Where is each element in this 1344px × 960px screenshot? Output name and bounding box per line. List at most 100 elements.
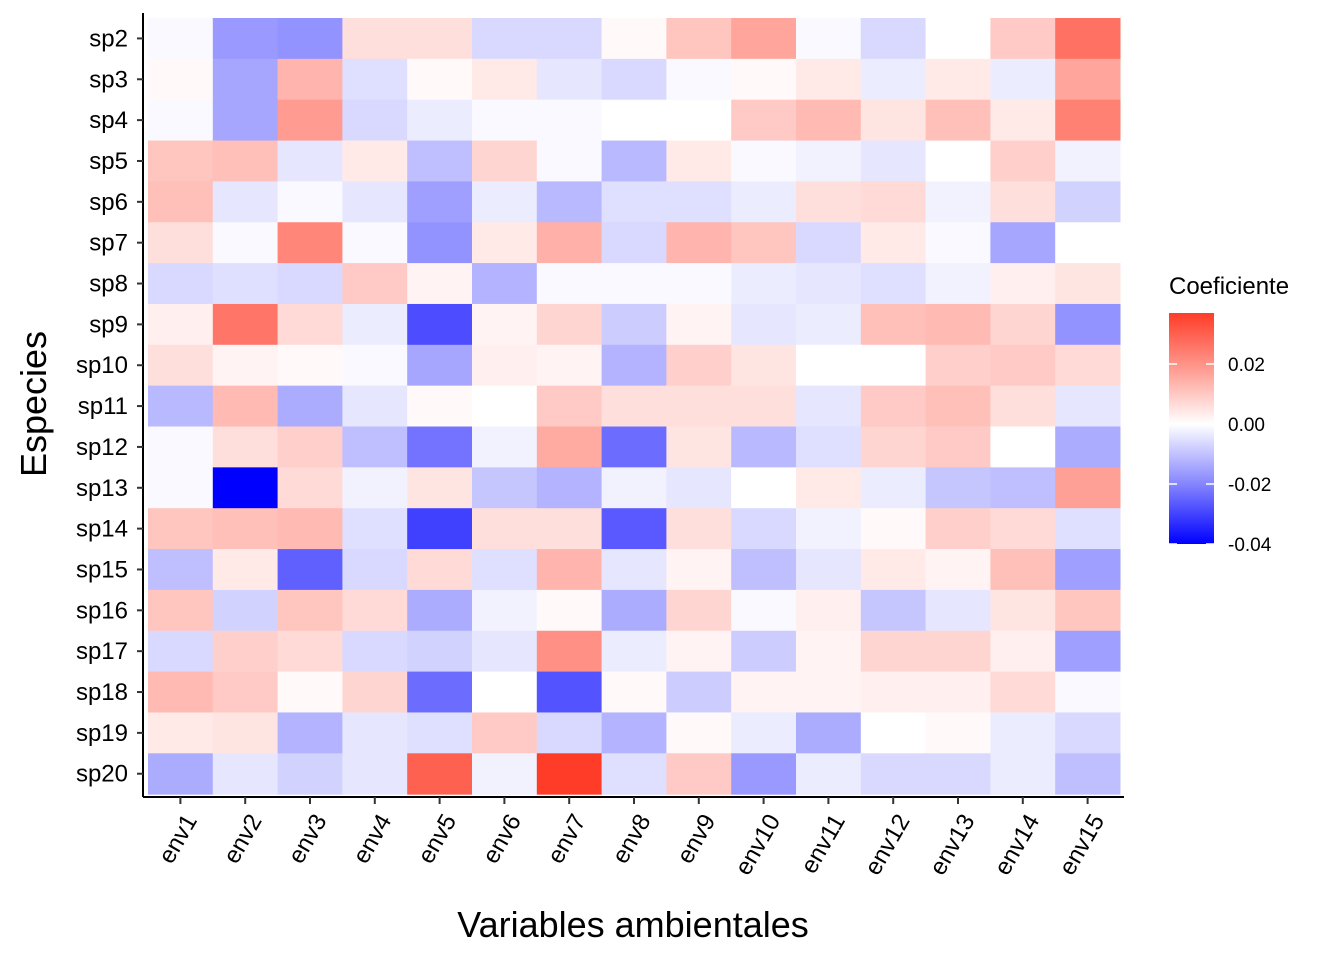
y-tick-label: sp3 [89,66,128,93]
x-tick-label: env4 [348,810,397,869]
heatmap-cell-sp12-env5 [407,426,473,468]
heatmap-cell-sp5-env10 [731,140,797,182]
heatmap-cell-sp5-env9 [666,140,732,182]
y-axis-ticks: sp2 sp3 sp4 sp5 sp6 sp7 sp8 sp9 sp10 sp11 sp12 sp13… [76,25,143,788]
heatmap-cell-sp12-env13 [925,426,991,468]
y-tick-label: sp11 [78,393,128,420]
x-tick-label: env2 [218,810,267,869]
heatmap-cell-sp20-env3 [277,753,343,795]
heatmap-cell-sp9-env15 [1055,303,1121,346]
y-tick-label: sp12 [76,434,128,461]
x-tick-label: env14 [989,810,1045,880]
heatmap-cell-sp4-env10 [731,99,797,142]
heatmap-cell-sp15-env7 [536,549,603,591]
heatmap-cell-sp15-env13 [925,549,991,591]
y-tick-label: sp7 [89,230,128,257]
legend-tick-label: 0.02 [1228,355,1265,376]
heatmap-cell-sp20-env12 [860,753,927,795]
heatmap-cell-sp9-env14 [990,303,1056,346]
heatmap-cell-sp12-env14 [990,426,1056,468]
heatmap-cell-sp8-env11 [796,263,862,305]
x-tick-label: env10 [730,810,786,880]
heatmap-cell-sp16-env10 [731,589,797,632]
legend-tick-label: -0.04 [1228,535,1272,556]
y-tick-label: sp19 [76,720,128,747]
heatmap-cell-sp16-env3 [277,589,343,632]
heatmap-cell-sp9-env10 [731,303,797,346]
heatmap-cell-sp2-env12 [860,18,927,60]
heatmap-cell-sp3-env7 [536,58,603,101]
heatmap-cell-sp14-env2 [212,508,279,550]
heatmap-cell-sp8-env13 [925,263,991,305]
heatmap-cell-sp19-env12 [860,712,927,754]
heatmap-cell-sp13-env6 [472,467,538,509]
heatmap-cell-sp11-env1 [148,385,214,427]
heatmap-cell-sp7-env3 [277,222,343,264]
heatmap-cell-sp5-env7 [536,140,603,182]
y-tick-label: sp20 [76,761,128,788]
heatmap-cell-sp9-env3 [277,303,343,346]
heatmap-cell-sp15-env10 [731,549,797,591]
heatmap-cell-sp3-env8 [601,58,667,101]
x-tick-label: env12 [860,810,916,880]
legend-ticks: 0.02 0.00 -0.02 -0.04 [1169,355,1272,556]
heatmap-cell-sp7-env14 [990,222,1056,264]
heatmap-cell-sp12-env12 [860,426,927,468]
legend-title: Coeficiente [1169,273,1289,300]
heatmap-cell-sp8-env6 [472,263,538,305]
heatmap-cell-sp2-env15 [1055,18,1121,60]
heatmap-cell-sp19-env5 [407,712,473,754]
heatmap-cell-sp6-env11 [796,181,862,223]
heatmap-cell-sp14-env11 [796,508,862,550]
heatmap-cell-sp4-env3 [277,99,343,142]
heatmap-cell-sp17-env15 [1055,630,1121,673]
heatmap-cell-sp15-env1 [148,549,214,591]
heatmap-cell-sp18-env6 [472,671,538,713]
heatmap-cell-sp18-env10 [731,671,797,713]
heatmap-cell-sp16-env14 [990,589,1056,632]
legend-tick-label: 0.00 [1228,415,1265,436]
heatmap-cell-sp14-env5 [407,508,473,550]
heatmap-cell-sp15-env2 [212,549,279,591]
heatmap-cell-sp8-env3 [277,263,343,305]
heatmap-cell-sp2-env9 [666,18,732,60]
heatmap-cell-sp10-env4 [342,344,408,387]
heatmap-cell-sp9-env2 [212,303,279,346]
heatmap-cell-sp6-env12 [860,181,927,223]
heatmap-cell-sp13-env2 [212,467,279,509]
heatmap-cell-sp7-env12 [860,222,927,264]
heatmap-cell-sp5-env3 [277,140,343,182]
heatmap-cell-sp5-env13 [925,140,991,182]
heatmap-cell-sp19-env11 [796,712,862,754]
heatmap-cell-sp18-env9 [666,671,732,713]
heatmap-cell-sp5-env2 [212,140,279,182]
heatmap-cell-sp6-env2 [212,181,279,223]
heatmap-cell-sp11-env7 [536,385,603,427]
heatmap-cell-sp16-env13 [925,589,991,632]
y-tick-label: sp17 [76,638,128,665]
heatmap-cell-sp16-env8 [601,589,667,632]
heatmap-cell-sp15-env11 [796,549,862,591]
heatmap-cell-sp7-env11 [796,222,862,264]
x-axis-title: Variables ambientales [457,904,809,945]
heatmap-cell-sp17-env9 [666,630,732,673]
y-tick-label: sp15 [76,556,128,583]
heatmap-cell-sp17-env2 [212,630,279,673]
heatmap-cell-sp9-env1 [148,303,214,346]
x-tick-label: env6 [477,810,526,869]
heatmap-cell-sp15-env14 [990,549,1056,591]
heatmap-cell-sp3-env13 [925,58,991,101]
heatmap-cell-sp19-env2 [212,712,279,754]
heatmap-cell-sp5-env5 [407,140,473,182]
heatmap-cell-sp13-env8 [601,467,667,509]
heatmap-cell-sp19-env14 [990,712,1056,754]
y-tick-label: sp13 [76,475,128,502]
heatmap-cell-sp19-env8 [601,712,667,754]
heatmap-cell-sp11-env15 [1055,385,1121,427]
heatmap-cell-sp7-env6 [472,222,538,264]
heatmap-cell-sp17-env4 [342,630,408,673]
heatmap-cell-sp4-env15 [1055,99,1121,142]
heatmap-cell-sp3-env3 [277,58,343,101]
heatmap-cell-sp12-env3 [277,426,343,468]
heatmap-cell-sp17-env3 [277,630,343,673]
